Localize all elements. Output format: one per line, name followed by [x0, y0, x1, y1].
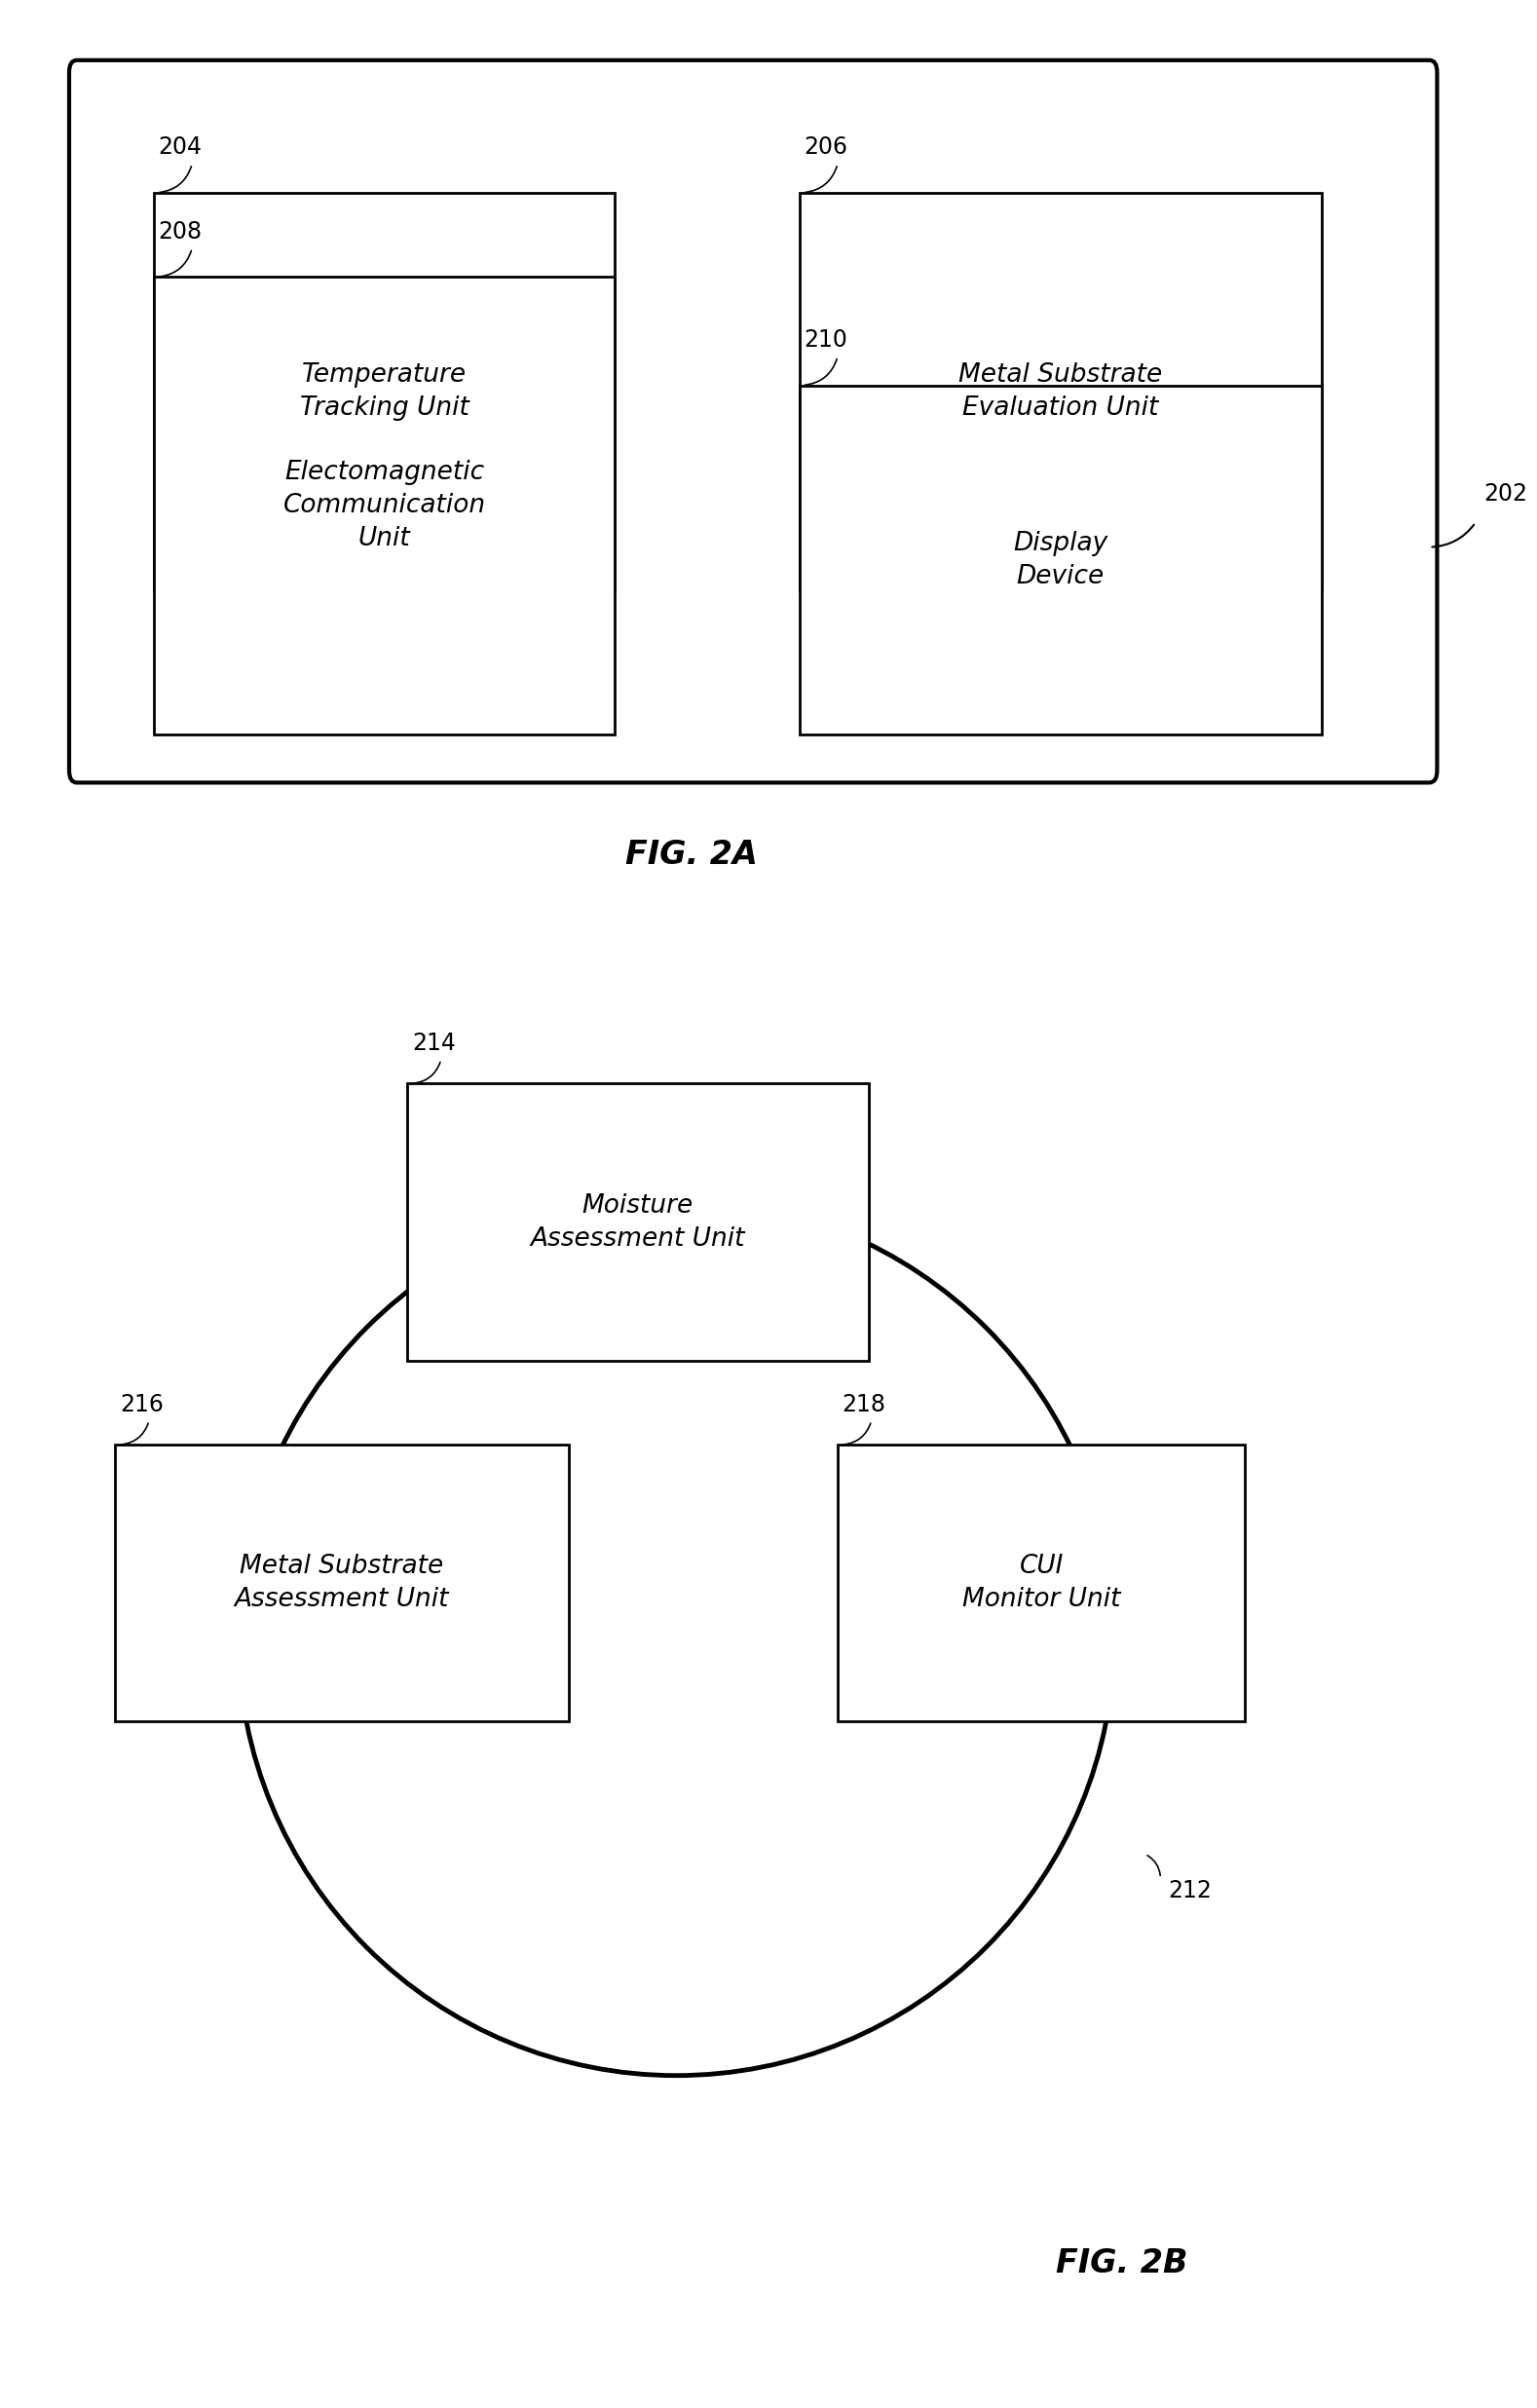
Text: 214: 214 [412, 1031, 455, 1055]
Text: Metal Substrate
Assessment Unit: Metal Substrate Assessment Unit [235, 1553, 449, 1613]
Bar [407, 1084, 868, 1361]
Text: 208: 208 [158, 219, 203, 243]
Bar [154, 277, 615, 734]
Text: FIG. 2B: FIG. 2B [1056, 2247, 1188, 2280]
Bar [799, 385, 1322, 734]
Text: 206: 206 [804, 135, 848, 159]
Text: Metal Substrate
Evaluation Unit: Metal Substrate Evaluation Unit [959, 361, 1162, 421]
Bar [799, 193, 1322, 590]
Ellipse shape [238, 1199, 1114, 2076]
Text: 202: 202 [1483, 482, 1528, 506]
Text: Moisture
Assessment Unit: Moisture Assessment Unit [530, 1192, 745, 1252]
Bar [838, 1445, 1245, 1722]
Text: 210: 210 [804, 327, 847, 352]
Text: CUI
Monitor Unit: CUI Monitor Unit [962, 1553, 1120, 1613]
Text: 216: 216 [120, 1392, 163, 1416]
Text: Electomagnetic
Communication
Unit: Electomagnetic Communication Unit [283, 460, 486, 551]
Text: 218: 218 [842, 1392, 887, 1416]
Bar [154, 193, 615, 590]
Text: Temperature
Tracking Unit: Temperature Tracking Unit [300, 361, 469, 421]
Text: Display
Device: Display Device [1013, 530, 1108, 590]
Text: 204: 204 [158, 135, 203, 159]
FancyBboxPatch shape [69, 60, 1437, 783]
Text: 212: 212 [1168, 1878, 1211, 1902]
Bar [115, 1445, 569, 1722]
Text: FIG. 2A: FIG. 2A [626, 838, 758, 872]
